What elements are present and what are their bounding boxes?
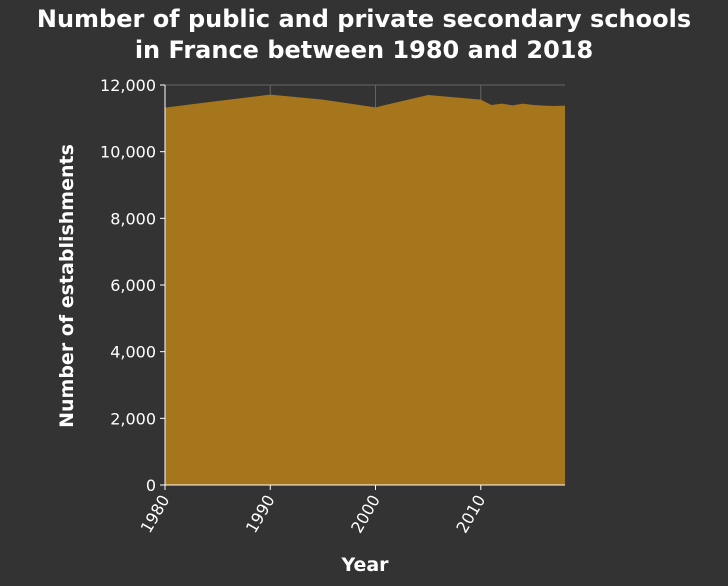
chart-title-line-1: Number of public and private secondary s…: [36, 5, 692, 33]
y-tick-label-10000: 10,000: [100, 143, 156, 162]
x-axis-label: Year: [340, 554, 389, 576]
x-tick-label-2000: 2000: [347, 492, 384, 537]
y-tick-label-4000: 4,000: [110, 343, 156, 362]
y-tick-label-2000: 2,000: [110, 409, 156, 428]
x-tick-label-1980: 1980: [137, 492, 174, 537]
y-tick-label-8000: 8,000: [110, 209, 156, 228]
y-tick-label-0: 0: [146, 476, 156, 495]
x-tick-label-2010: 2010: [452, 491, 489, 536]
area-series-0: [165, 94, 565, 486]
x-tick-label-1990: 1990: [242, 492, 279, 537]
y-tick-label-6000: 6,000: [110, 276, 156, 295]
chart-title: Number of public and private secondary s…: [0, 4, 728, 66]
chart-title-line-2: in France between 1980 and 2018: [134, 36, 594, 64]
y-tick-label-12000: 12,000: [100, 76, 156, 95]
y-axis-label: Number of establishments: [56, 144, 78, 428]
